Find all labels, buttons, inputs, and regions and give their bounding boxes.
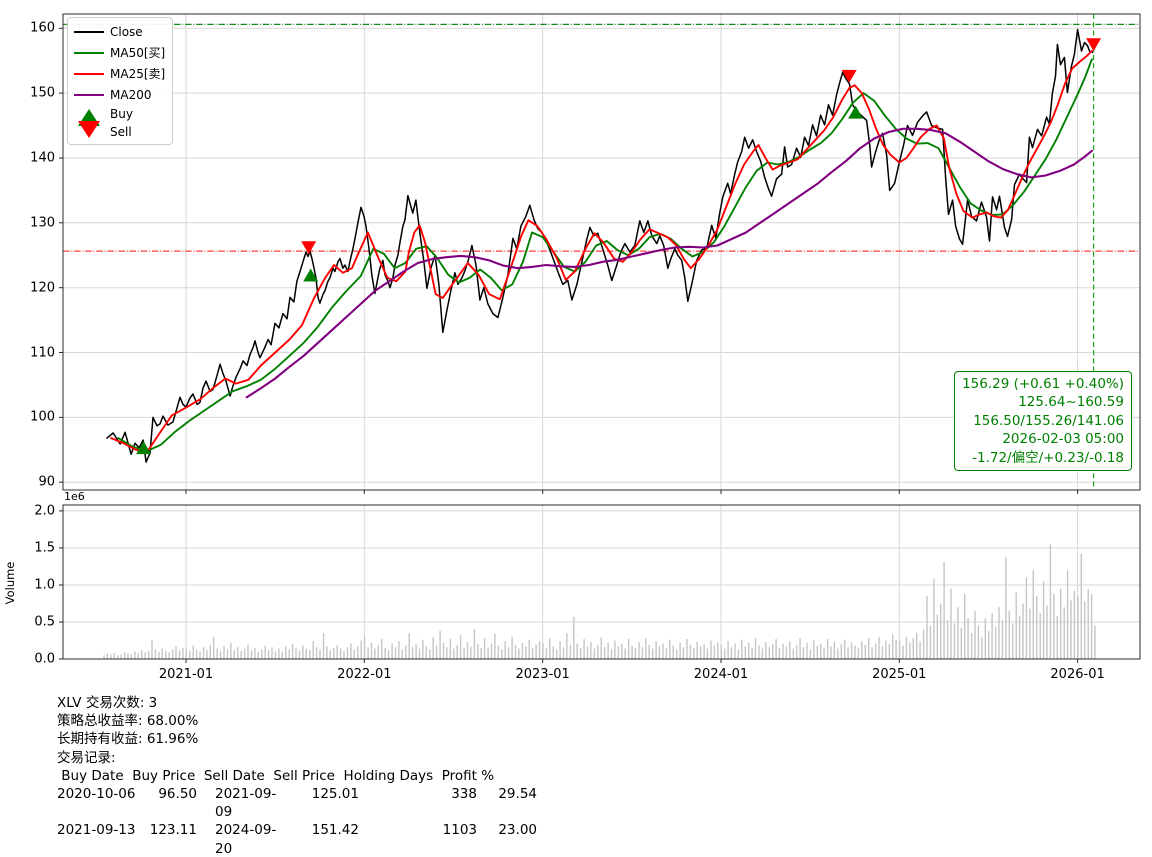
sell-date: 2024-09-20 [215, 822, 277, 857]
holding-days: 338 [451, 786, 477, 803]
price-axis-tick-label: 160 [30, 20, 55, 36]
volume-axis-title: Volume [3, 561, 17, 605]
volume-bars [103, 544, 1096, 659]
close-series-line [106, 28, 1094, 463]
annotation-line: 2026-02-03 05:00 [1002, 431, 1124, 448]
legend-item-label: Sell [110, 125, 132, 139]
sell-date: 2021-09-09 [215, 786, 277, 821]
price-axis-tick-label: 140 [30, 150, 55, 166]
volume-axis-tick-label: 1.0 [34, 577, 55, 593]
date-axis-tick-label: 2025-01 [872, 667, 927, 682]
legend-item-ma25: MA25[卖] [68, 63, 172, 84]
date-axis-tick-label: 2022-01 [337, 667, 392, 682]
buy-date: 2020-10-06 [57, 786, 136, 803]
legend-line-swatch [74, 30, 104, 33]
annotation-line: -1.72/偏空/+0.23/-0.18 [972, 449, 1124, 466]
price-axis-tick-label: 100 [30, 409, 55, 425]
legend-item-ma200: MA200 [68, 84, 172, 105]
volume-panel-border [62, 504, 1141, 660]
legend-item-label: Buy [110, 107, 133, 121]
price-panel-border [62, 13, 1141, 491]
stats-line: 交易记录: [57, 749, 116, 766]
sell-markers [301, 38, 1102, 255]
legend-line-swatch [74, 72, 104, 75]
stats-line: 长期持有收益: 61.96% [57, 731, 199, 748]
legend-item-label: MA200 [110, 87, 152, 102]
chart-legend: Close MA50[买] MA25[卖] MA200 Buy Sell [67, 17, 173, 145]
buy-markers [136, 105, 864, 455]
legend-line-swatch [74, 51, 104, 54]
ma25-series-line [110, 50, 1093, 454]
stats-line: XLV 交易次数: 3 [57, 695, 158, 711]
date-axis-tick-label: 2023-01 [515, 667, 570, 682]
legend-item-label: Close [110, 24, 143, 39]
date-axis-tick-label: 2024-01 [693, 667, 749, 682]
sell-price: 125.01 [311, 786, 359, 803]
volume-scale-label: 1e6 [64, 490, 85, 503]
profit-pct: 29.54 [498, 786, 537, 803]
price-axis-tick-label: 120 [30, 280, 55, 296]
profit-pct: 23.00 [498, 822, 537, 839]
trade-record-row: 2021-09-13 123.11 2024-09-20 151.42 1103 23.0… [57, 821, 537, 857]
stats-line: 策略总收益率: 68.00% [57, 713, 199, 730]
legend-item-close: Close [68, 21, 172, 42]
legend-line-swatch [74, 93, 104, 96]
legend-item-ma50: MA50[买] [68, 42, 172, 63]
volume-axis-tick-label: 2.0 [34, 503, 55, 519]
price-axis-tick-label: 130 [30, 215, 55, 231]
price-axis-tick-label: 110 [30, 345, 55, 361]
volume-axis-tick-label: 0.0 [34, 651, 55, 667]
date-axis-tick-label: 2026-01 [1050, 667, 1105, 682]
ma50-series-line [117, 58, 1093, 453]
quote-annotation-box: 156.29 (+0.61 +0.40%) 125.64~160.59 156.50… [954, 371, 1132, 472]
legend-item-label: MA25[卖] [110, 67, 166, 81]
annotation-line: 156.29 (+0.61 +0.40%) [962, 376, 1124, 392]
trades-table-header: Buy Date Buy Price Sell Date Sell Price … [57, 767, 495, 784]
legend-item-label: MA50[买] [110, 46, 166, 60]
buy-price: 96.50 [158, 786, 197, 803]
price-axis-tick-label: 90 [38, 474, 55, 490]
ma200-series-line [245, 127, 1093, 399]
annotation-line: 156.50/155.26/141.06 [973, 412, 1124, 429]
volume-axis-tick-label: 1.5 [34, 540, 55, 556]
annotation-line: 125.64~160.59 [1018, 394, 1124, 411]
price-volume-chart-svg [59, 13, 1141, 663]
volume-axis-tick-label: 0.5 [34, 614, 55, 630]
date-axis-tick-label: 2021-01 [158, 667, 214, 682]
legend-item-sell: Sell [68, 120, 172, 141]
price-axis-tick-label: 150 [30, 85, 55, 101]
buy-date: 2021-09-13 [57, 822, 136, 839]
strategy-stats-block: XLV 交易次数: 3 策略总收益率: 68.00% 长期持有收益: 61.96% 交… [57, 694, 537, 857]
sell-triangle-icon [78, 120, 100, 138]
holding-days: 1103 [442, 822, 477, 839]
trade-record-row: 2020-10-06 96.50 2021-09-09 125.01 338 29.54 [57, 785, 537, 821]
sell-price: 151.42 [311, 822, 359, 839]
buy-price: 123.11 [149, 822, 197, 839]
grid-lines [63, 14, 1140, 659]
axis-tick-marks [59, 27, 1079, 663]
